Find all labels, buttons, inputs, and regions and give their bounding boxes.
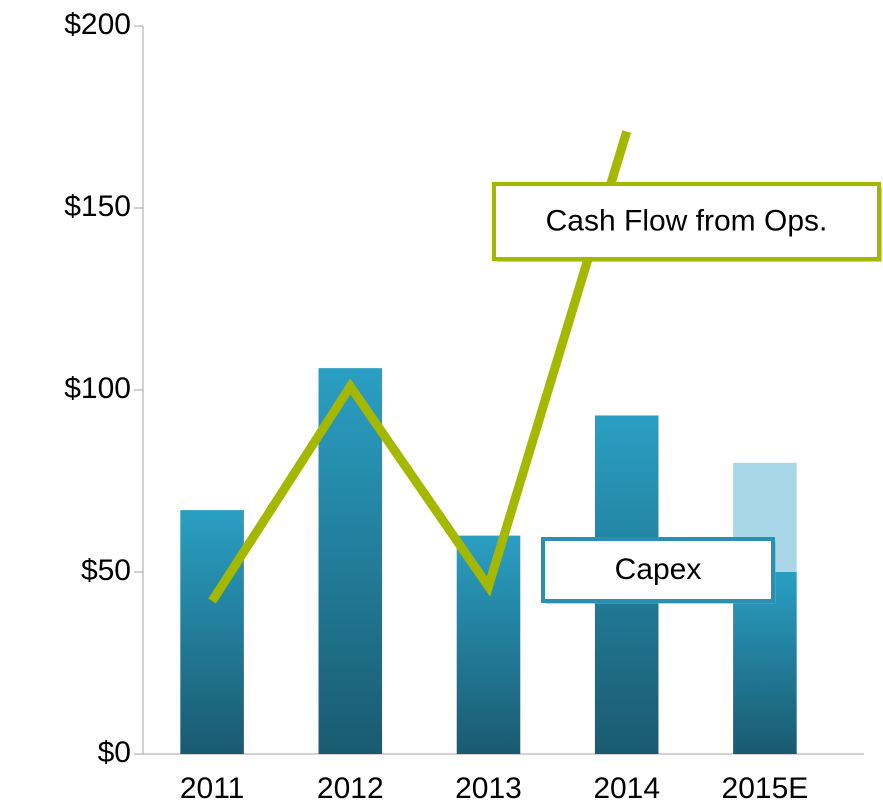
x-tick-label: 2013 xyxy=(455,772,522,805)
bar xyxy=(456,535,521,754)
y-tick-label: $150 xyxy=(64,190,131,223)
x-tick-label: 2011 xyxy=(180,772,245,805)
x-tick-label: 2012 xyxy=(317,772,384,805)
y-tick-label: $200 xyxy=(64,8,131,41)
y-tick-label: $50 xyxy=(81,554,131,587)
y-tick-label: $0 xyxy=(98,736,131,769)
bar xyxy=(180,510,244,754)
x-tick-label: 2015E xyxy=(722,772,809,805)
y-tick-label: $100 xyxy=(64,372,131,405)
x-tick-label: 2014 xyxy=(593,772,660,805)
series-label: Cash Flow from Ops. xyxy=(546,204,828,237)
line xyxy=(208,130,632,604)
series-label: Capex xyxy=(615,553,702,586)
bar xyxy=(318,368,383,754)
label-box xyxy=(492,182,881,261)
label-box xyxy=(541,537,775,603)
